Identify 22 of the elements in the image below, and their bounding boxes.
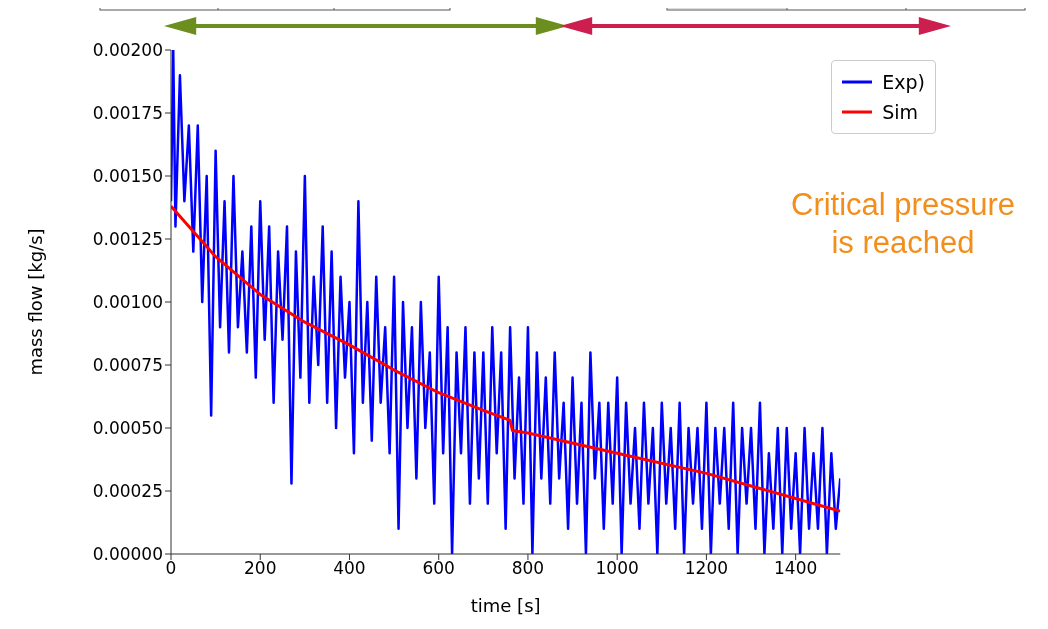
x-tick-label: 200 <box>244 558 277 579</box>
y-tick-label: 0.00150 <box>92 166 163 187</box>
y-tick-label: 0.00000 <box>92 544 163 565</box>
y-tick-label: 0.00025 <box>92 481 163 502</box>
y-tick-label: 0.00100 <box>92 292 163 313</box>
y-axis-title: mass flow [kg/s] <box>25 228 47 376</box>
y-tick-label: 0.00125 <box>92 229 163 250</box>
y-tick-label: 0.00175 <box>92 103 163 124</box>
annotation: Critical pressure is reached <box>790 186 1016 262</box>
y-tick-label: 0.00075 <box>92 355 163 376</box>
x-tick-label: 1000 <box>595 558 639 579</box>
x-tick-label: 400 <box>333 558 366 579</box>
x-tick-label: 600 <box>422 558 455 579</box>
x-tick-label: 800 <box>511 558 545 579</box>
y-tick-label: 0.00050 <box>92 418 163 439</box>
x-axis-title: time [s] <box>470 595 541 616</box>
y-tick-label: 0.00200 <box>92 40 163 61</box>
x-tick-label: 0 <box>165 558 177 579</box>
legend-label: Sim <box>882 100 919 125</box>
x-tick-label: 1200 <box>684 558 729 579</box>
legend-label: Exp) <box>882 70 925 95</box>
x-tick-label: 1400 <box>774 558 818 579</box>
